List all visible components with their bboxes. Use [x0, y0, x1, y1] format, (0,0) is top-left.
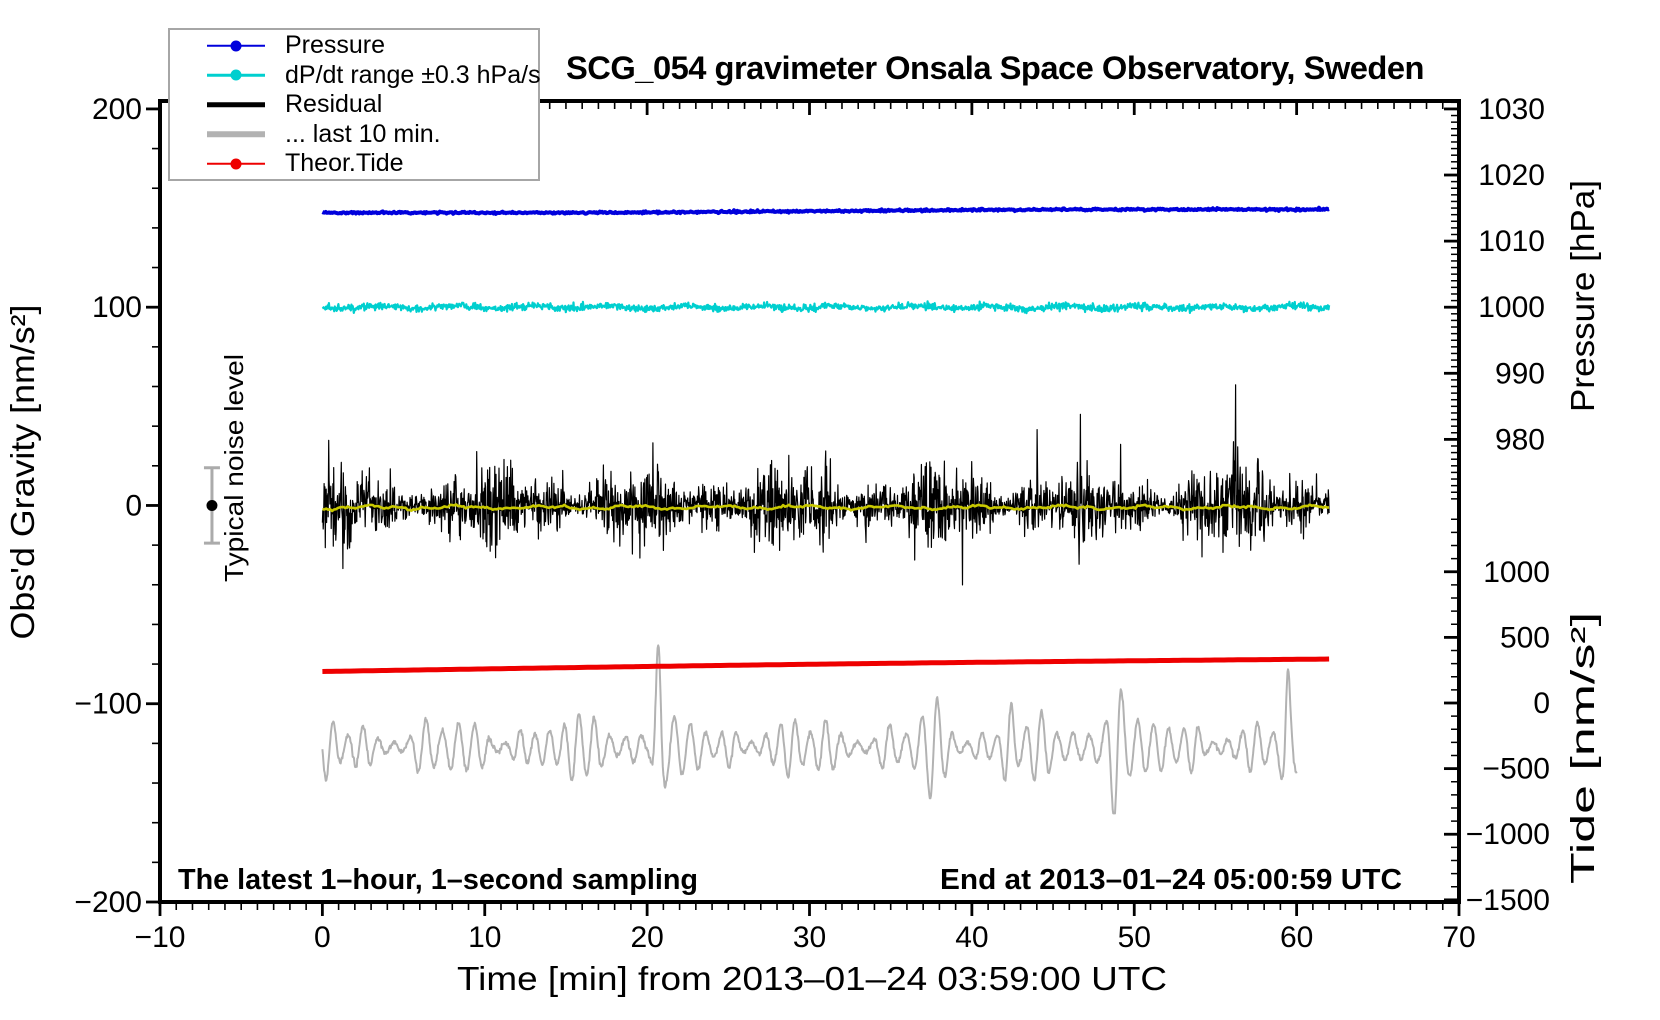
legend-item-label: Theor.Tide	[285, 149, 404, 177]
pressure-axis-title: Pressure [hPa]	[1564, 180, 1601, 412]
plot-title: SCG_054 gravimeter Onsala Space Observat…	[566, 50, 1424, 86]
typical-noise-level-label: Typical noise level	[219, 354, 249, 582]
tick-label: −100	[74, 688, 142, 721]
tick-label: 60	[1280, 921, 1313, 954]
tick-label: 1030	[1478, 93, 1545, 126]
noise-bar-dot	[206, 499, 218, 511]
end-time-note: End at 2013–01–24 05:00:59 UTC	[940, 864, 1402, 896]
x-axis-title: Time [min] from 2013–01–24 03:59:00 UTC	[457, 960, 1167, 997]
tick-label: 990	[1495, 357, 1545, 390]
tick-label: 20	[630, 921, 663, 954]
tick-label: 200	[92, 93, 142, 126]
legend-item-label: Pressure	[285, 31, 386, 59]
tick-label: 50	[1118, 921, 1151, 954]
tick-label: 0	[125, 489, 142, 522]
theortide-line-sample-icon	[207, 158, 265, 170]
residual-line-sample-icon	[207, 99, 265, 111]
legend-item-label: ... last 10 min.	[285, 119, 441, 148]
series-path	[321, 205, 1330, 216]
tick-label: 10	[468, 921, 501, 954]
tick-label: −1000	[1466, 818, 1550, 851]
tick-label: 1000	[1478, 291, 1545, 324]
legend-item-theortide: Theor.Tide	[170, 149, 538, 178]
legend-item-dpdt: dP/dt range ±0.3 hPa/s	[170, 60, 541, 89]
legend-item-residual: Residual	[170, 90, 538, 119]
tick-label: 1010	[1478, 225, 1545, 258]
tick-label: 70	[1442, 921, 1475, 954]
series-path	[322, 503, 1330, 513]
tick-label: 1020	[1478, 159, 1545, 192]
tick-label: 40	[955, 921, 988, 954]
tick-label: −500	[1482, 753, 1550, 786]
legend-item-label: Residual	[285, 90, 383, 118]
legend-item-pressure: Pressure	[170, 31, 538, 60]
data-series	[321, 205, 1331, 815]
series-path	[321, 384, 1330, 586]
tick-label: 100	[92, 291, 142, 324]
last10min-line-sample-icon	[207, 128, 265, 140]
tick-label: 0	[314, 921, 331, 954]
tide-axis-title: Tide [nm/s²]	[1564, 612, 1601, 884]
series-path	[321, 300, 1331, 315]
legend: Pressure dP/dt range ±0.3 hPa/s Residual…	[168, 28, 541, 181]
tick-label: −1500	[1466, 884, 1550, 917]
legend-item-label: dP/dt range ±0.3 hPa/s	[285, 60, 541, 89]
sampling-note: The latest 1–hour, 1–second sampling	[178, 864, 698, 896]
tick-label: 980	[1495, 423, 1545, 456]
tick-label: −200	[74, 886, 142, 919]
tick-label: 0	[1533, 687, 1550, 720]
legend-item-last10min: ... last 10 min.	[170, 120, 538, 148]
tick-label: −10	[135, 921, 186, 954]
tick-label: 30	[793, 921, 826, 954]
tick-label: 1000	[1483, 556, 1550, 589]
series-path	[321, 644, 1298, 815]
pressure-line-sample-icon	[207, 40, 265, 52]
typical-noise-errorbar	[203, 466, 220, 545]
y-left-axis-title: Obs'd Gravity [nm/s²]	[4, 305, 41, 640]
tick-label: 500	[1500, 621, 1550, 654]
series-path	[322, 656, 1330, 674]
dpdt-line-sample-icon	[207, 69, 265, 81]
